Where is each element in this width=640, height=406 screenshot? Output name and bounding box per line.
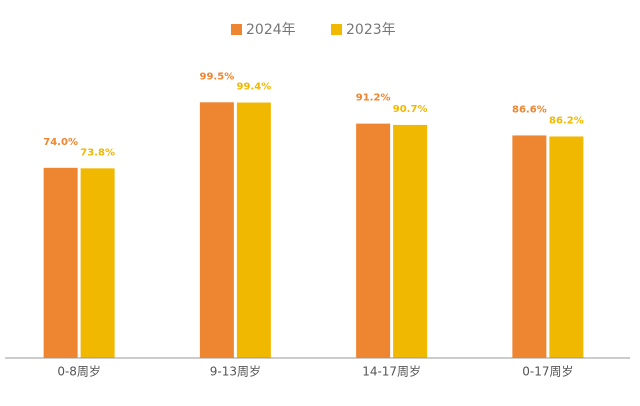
bar bbox=[43, 167, 78, 358]
value-label: 86.6% bbox=[512, 104, 547, 115]
value-label: 99.5% bbox=[200, 71, 235, 82]
value-label: 74.0% bbox=[43, 137, 78, 148]
x-tick-label: 0-8周岁 bbox=[57, 364, 101, 379]
value-label: 99.4% bbox=[237, 82, 272, 93]
x-tick-label: 9-13周岁 bbox=[210, 364, 261, 379]
bar bbox=[236, 102, 271, 359]
value-label: 91.2% bbox=[356, 93, 391, 104]
bar bbox=[199, 102, 234, 358]
bar bbox=[393, 124, 428, 358]
legend-label: 2023年 bbox=[346, 22, 396, 38]
value-label: 90.7% bbox=[393, 104, 428, 115]
legend-swatch bbox=[331, 24, 342, 35]
x-tick-label: 0-17周岁 bbox=[522, 364, 573, 379]
legend-label: 2024年 bbox=[246, 22, 296, 38]
value-label: 73.8% bbox=[80, 147, 115, 158]
bar bbox=[80, 168, 115, 358]
legend-swatch bbox=[231, 24, 242, 35]
x-tick-label: 14-17周岁 bbox=[362, 364, 421, 379]
value-label: 86.2% bbox=[549, 115, 584, 126]
bar bbox=[549, 136, 584, 358]
bar bbox=[512, 135, 547, 358]
bar bbox=[356, 123, 391, 358]
